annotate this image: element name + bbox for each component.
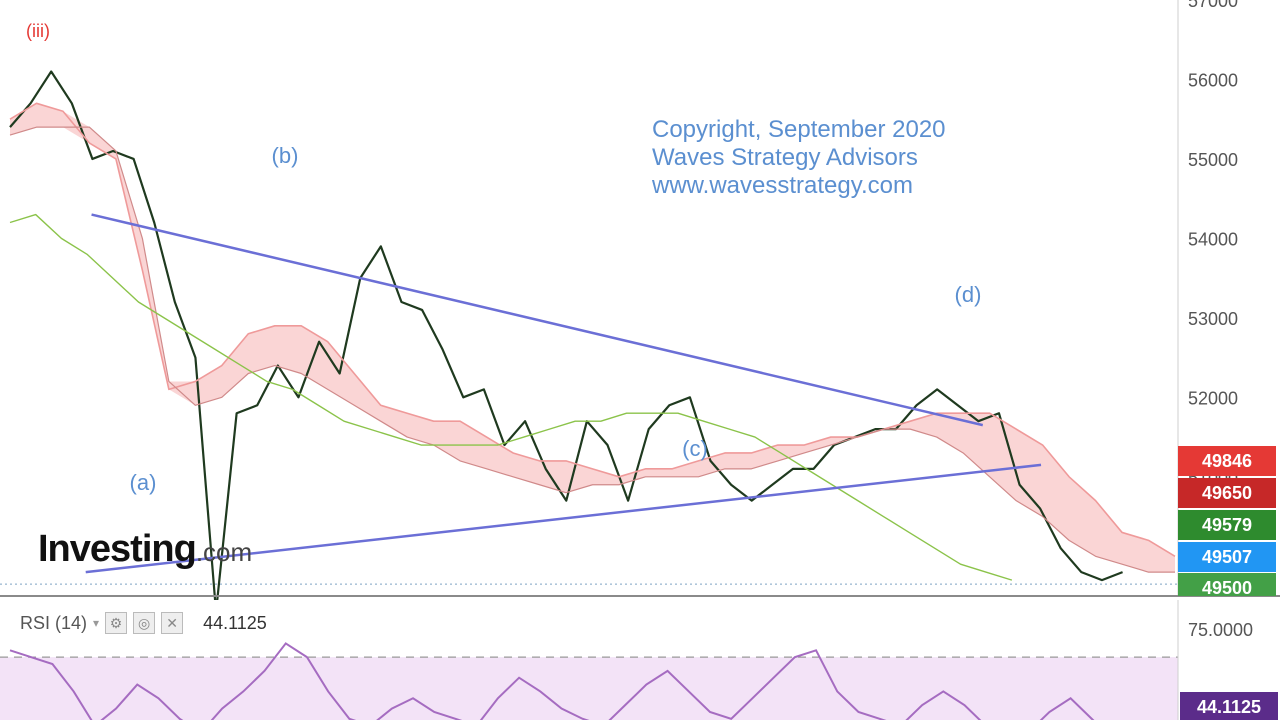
y-tick-label: 52000 xyxy=(1188,388,1238,408)
rsi-line xyxy=(9,642,1095,720)
y-tick-label: 53000 xyxy=(1188,309,1238,329)
logo-suffix: .com xyxy=(195,537,253,567)
rsi-value-tag xyxy=(1180,692,1278,720)
rsi-value-tag-text: 44.1125 xyxy=(1197,697,1261,717)
rsi-label[interactable]: RSI (14) xyxy=(20,612,88,633)
trendline-0[interactable] xyxy=(91,213,984,427)
cloud-area xyxy=(10,103,1175,573)
y-tick-label: 55000 xyxy=(1188,150,1238,170)
y-tick-label: 54000 xyxy=(1188,229,1238,249)
wave-labels: (iii) (a) (b) (c) (d) xyxy=(26,21,981,495)
y-tick-label: 56000 xyxy=(1188,70,1238,90)
wave-label: (iii) xyxy=(26,21,50,41)
close-icon[interactable]: ✕ xyxy=(161,612,184,634)
rsi-level-label: 75.0000 xyxy=(1188,620,1253,640)
triangle-trendlines xyxy=(85,213,1042,574)
settings-icon[interactable]: ⚙ xyxy=(105,612,128,634)
wave-label: (a) xyxy=(130,470,157,495)
copyright-line-2: Waves Strategy Advisors xyxy=(652,144,918,171)
rsi-band xyxy=(0,657,1178,720)
copyright-line-1: Copyright, September 2020 xyxy=(652,116,946,143)
series-line-1 xyxy=(9,102,1176,557)
investing-logo: Investing.com xyxy=(38,528,252,571)
price-chart[interactable]: (iii) (a) (b) (c) (d) 57000 56000 55000 54000 53… xyxy=(0,0,1280,600)
logo-main: Investing xyxy=(38,528,197,570)
price-tag: 49500 xyxy=(1178,573,1276,598)
ichimoku-cloud xyxy=(10,103,1175,573)
trendline-1[interactable] xyxy=(85,463,1042,574)
series-lines xyxy=(9,70,1176,600)
rsi-series: 75.0000 44.1125 xyxy=(0,600,1278,720)
wave-label: (d) xyxy=(955,282,982,307)
series-line-3 xyxy=(9,213,1013,581)
series-line-2 xyxy=(9,126,1175,573)
y-tick-label: 57000 xyxy=(1188,0,1238,11)
rsi-dropdown-icon[interactable]: ▾ xyxy=(93,616,100,630)
copyright-line-3: www.wavesstrategy.com xyxy=(652,172,913,199)
rsi-header: RSI (14) ▾ ⚙ ◎ ✕ 44.1125 xyxy=(20,612,267,634)
price-tag: 49579 xyxy=(1178,510,1276,540)
wave-label: (c) xyxy=(682,436,708,461)
wave-label: (b) xyxy=(272,143,299,168)
series-line-0 xyxy=(9,70,1123,600)
price-axis: 57000560005500054000530005200051000 xyxy=(1188,0,1238,488)
price-tag: 49846 xyxy=(1178,446,1276,476)
price-tag: 49507 xyxy=(1178,542,1276,572)
rsi-current-value: 44.1125 xyxy=(203,612,267,633)
rsi-chart[interactable]: 75.0000 44.1125 xyxy=(0,600,1280,720)
copyright-note: Copyright, September 2020 Waves Strategy… xyxy=(652,116,946,200)
price-tag: 49650 xyxy=(1178,478,1276,508)
visibility-icon[interactable]: ◎ xyxy=(133,612,156,634)
